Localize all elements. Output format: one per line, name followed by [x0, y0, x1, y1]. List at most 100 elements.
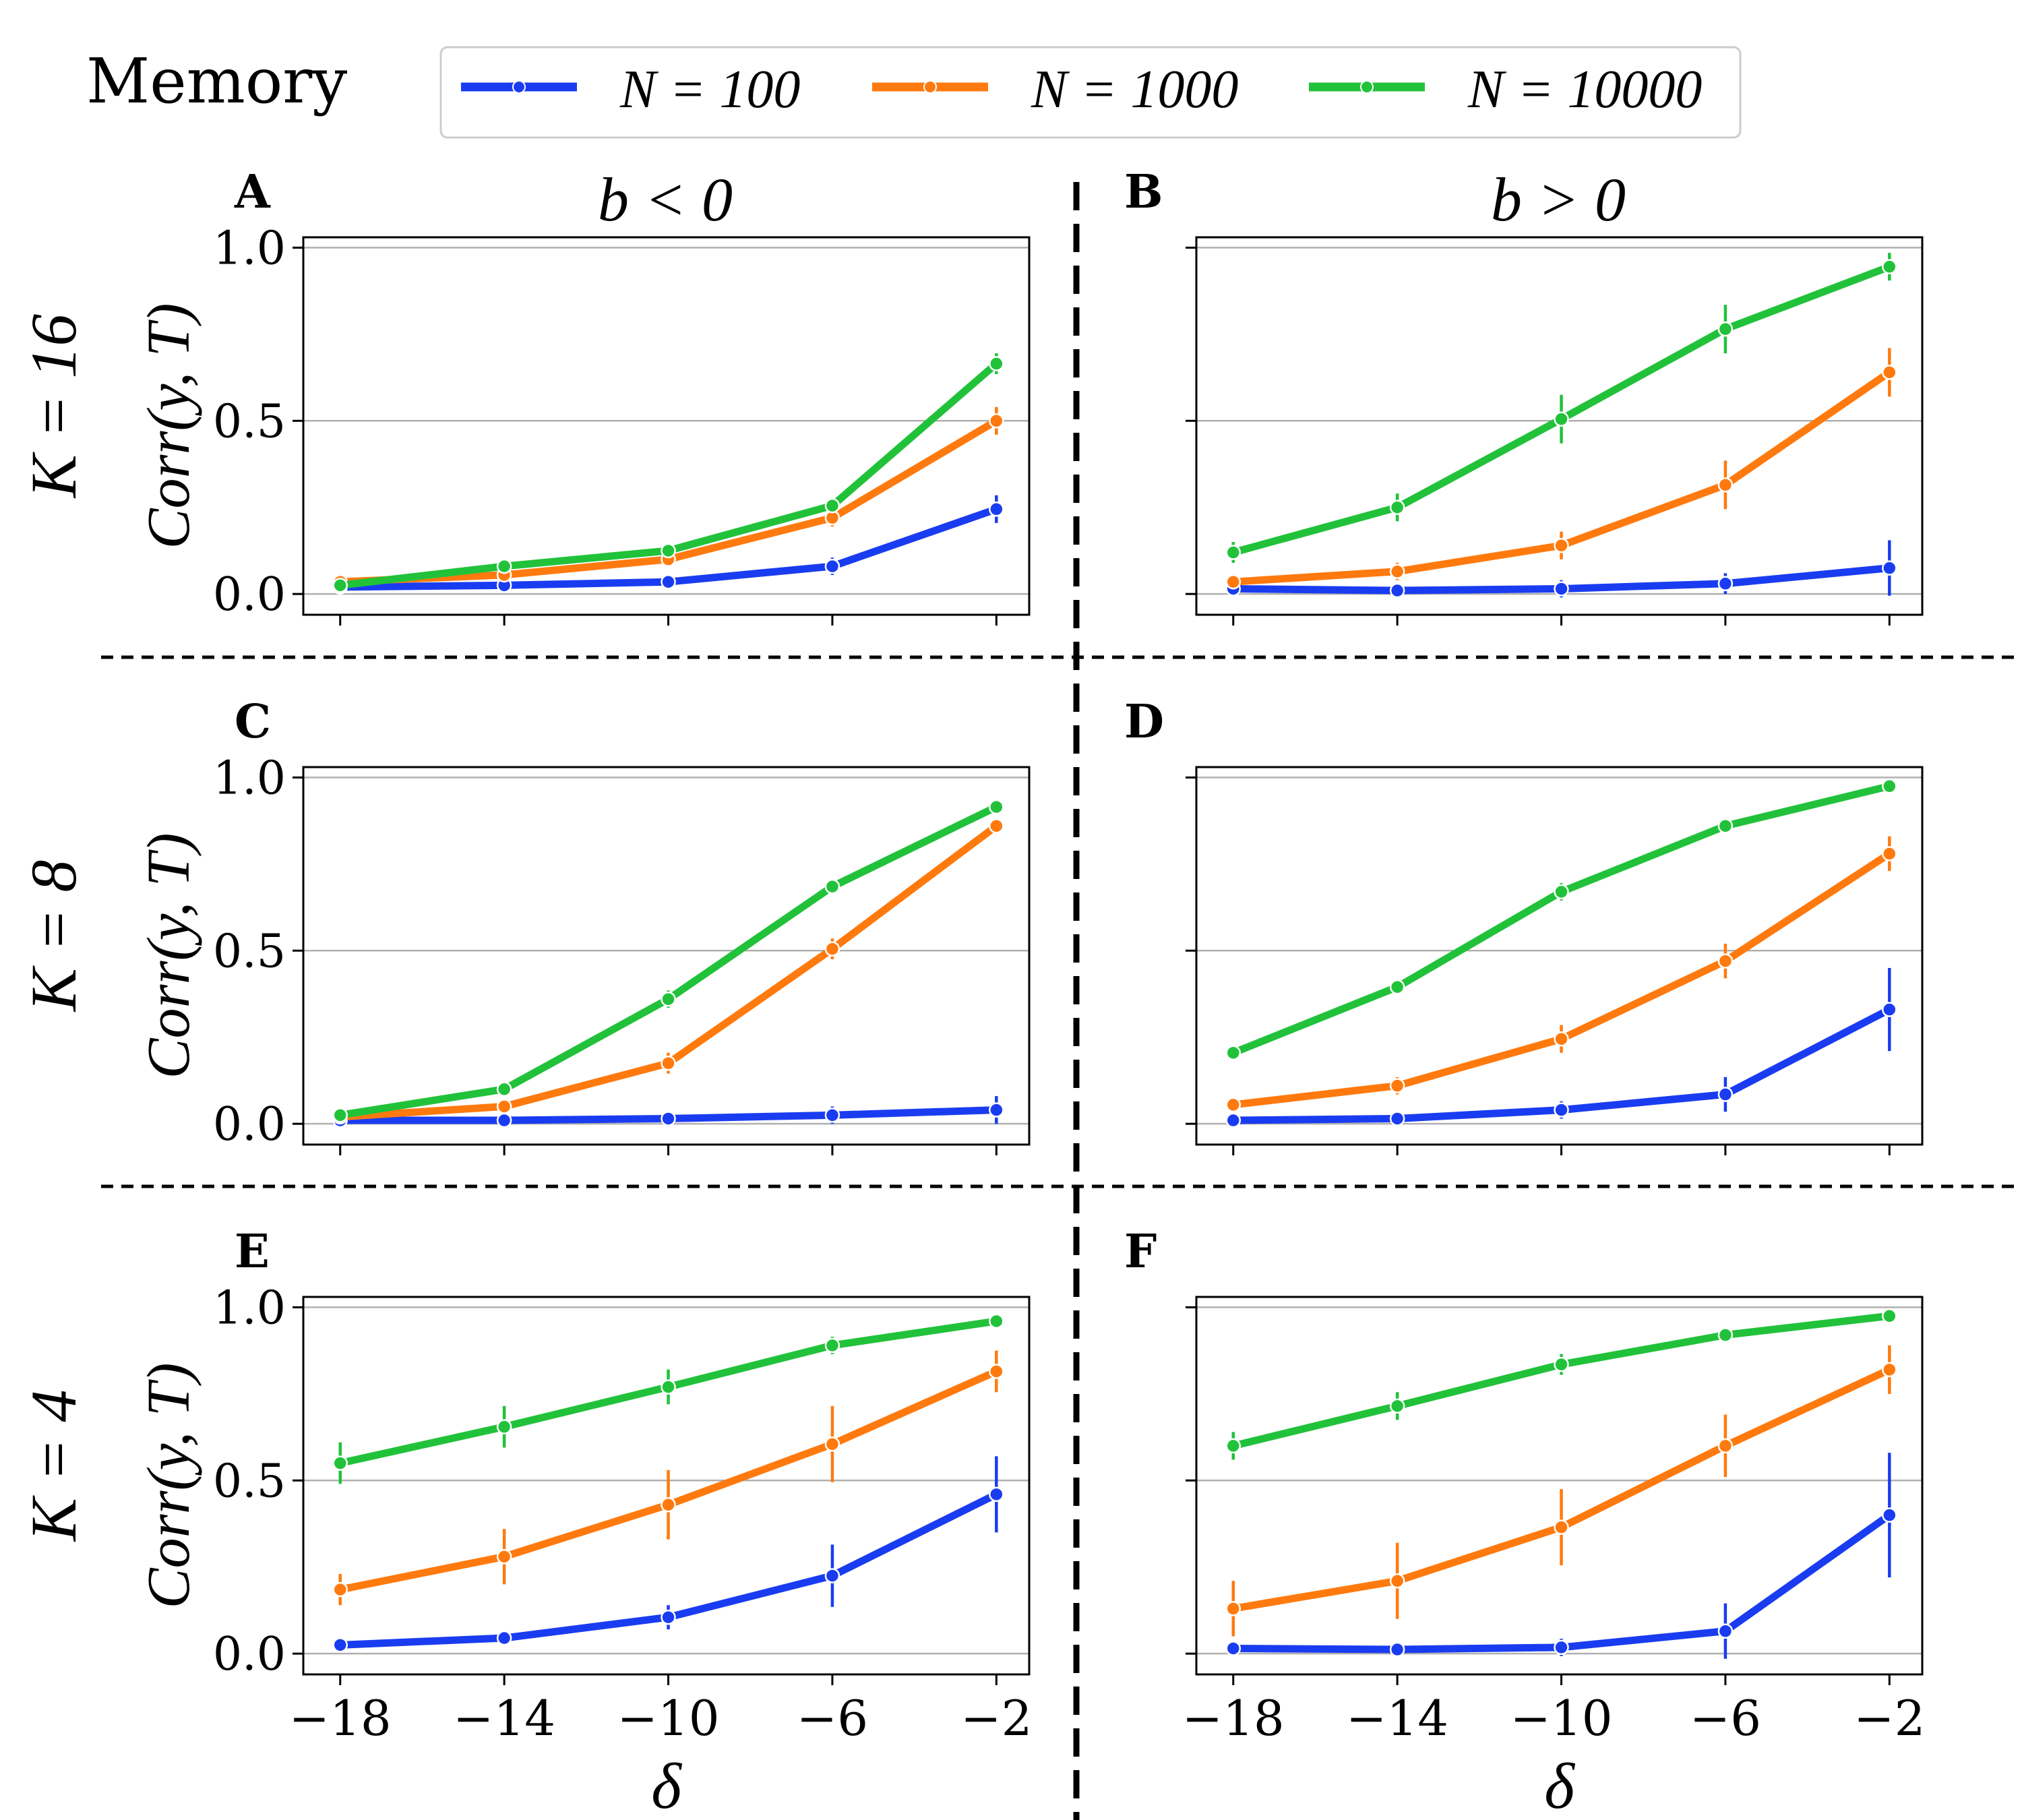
data-point	[496, 1099, 512, 1114]
data-point	[824, 497, 840, 514]
data-point	[332, 1108, 348, 1123]
legend-frame	[439, 46, 1742, 139]
panel-letter: C	[235, 695, 271, 749]
data-point	[1882, 1507, 1897, 1523]
series-n1000	[1225, 836, 1897, 1113]
data-point	[1717, 1087, 1734, 1102]
axes-frame	[1195, 766, 1924, 1146]
panel-letter: B	[1124, 165, 1163, 219]
y-tick-label: 0.5	[213, 925, 286, 978]
data-point	[1389, 1398, 1405, 1414]
data-point	[1389, 1111, 1405, 1126]
series-n1000	[332, 818, 1004, 1125]
data-point	[332, 1581, 348, 1598]
data-point	[1882, 560, 1897, 576]
axes-frame	[302, 766, 1031, 1146]
legend-marker	[512, 80, 526, 94]
y-tick-label: 0.0	[213, 1628, 286, 1681]
data-point	[989, 799, 1004, 815]
legend-label: N = 1000	[1031, 60, 1238, 119]
data-point	[496, 558, 512, 574]
data-point	[1554, 1356, 1569, 1372]
y-tick-label: 0.0	[213, 568, 286, 621]
data-point	[1882, 1308, 1897, 1324]
axes-frame	[302, 236, 1031, 616]
data-point	[661, 1609, 676, 1625]
legend-entry-n10000: N = 10000	[1309, 60, 1702, 119]
data-point	[1389, 564, 1405, 580]
data-point	[1717, 1327, 1734, 1343]
x-tick-label: −18	[289, 1690, 392, 1747]
data-point	[1717, 477, 1734, 493]
data-point	[824, 1436, 840, 1452]
data-point	[1225, 545, 1242, 560]
series-n1000	[1225, 348, 1897, 590]
column-title-right: b > 0	[1491, 165, 1626, 234]
data-point	[496, 1630, 512, 1646]
data-point	[1554, 1519, 1569, 1535]
data-point	[1389, 582, 1405, 599]
x-tick-label: −10	[1510, 1690, 1613, 1747]
legend-entry-n100: N = 100	[461, 60, 800, 119]
y-tick-label: 1.0	[213, 222, 286, 275]
panel-letter: A	[234, 165, 271, 219]
series-n10000	[1225, 779, 1897, 1061]
data-point	[1554, 537, 1569, 553]
series-n1000	[1225, 1345, 1897, 1637]
y-tick-label: 0.5	[213, 395, 286, 448]
data-point	[1717, 321, 1734, 337]
panel-letter: F	[1124, 1225, 1157, 1279]
data-point	[496, 1419, 512, 1434]
data-point	[661, 1111, 676, 1126]
data-point	[1882, 365, 1897, 380]
data-point	[661, 1056, 676, 1071]
data-point	[1882, 259, 1897, 274]
data-point	[824, 1337, 840, 1354]
panel-letter: D	[1124, 695, 1164, 749]
data-point	[1554, 411, 1569, 427]
row-title-k16: K = 16	[18, 314, 90, 499]
data-point	[661, 574, 676, 590]
data-point	[661, 543, 676, 559]
data-point	[1554, 581, 1569, 597]
figure-title: Memory	[86, 45, 347, 117]
data-point	[1554, 1102, 1569, 1118]
data-point	[496, 1549, 512, 1565]
x-tick-label: −6	[797, 1690, 868, 1747]
panel-B: B	[1124, 165, 1924, 626]
data-point	[989, 356, 1004, 371]
data-point	[1389, 1573, 1405, 1589]
x-tick-label: −2	[1854, 1690, 1925, 1747]
x-axis-label: δ	[1544, 1750, 1575, 1820]
legend-label: N = 10000	[1467, 60, 1702, 119]
data-point	[989, 1102, 1004, 1118]
series-n10000	[332, 353, 1004, 593]
y-tick-label: 1.0	[213, 752, 286, 805]
data-point	[824, 941, 840, 957]
data-point	[1882, 1362, 1897, 1378]
panel-letter: E	[235, 1225, 270, 1279]
data-point	[1717, 576, 1734, 592]
y-tick-label: 1.0	[213, 1281, 286, 1335]
data-point	[1882, 1002, 1897, 1017]
data-point	[1554, 884, 1569, 900]
data-point	[1389, 979, 1405, 995]
data-point	[824, 1568, 840, 1583]
y-axis-label: Corr(y, T)	[135, 303, 202, 549]
y-axis-label: Corr(y, T)	[135, 832, 202, 1079]
data-point	[1225, 1438, 1242, 1454]
series-n10000	[332, 799, 1004, 1123]
data-point	[1882, 779, 1897, 794]
series-n10000	[332, 1313, 1004, 1484]
y-axis-label: Corr(y, T)	[135, 1362, 202, 1608]
series-n1000	[332, 406, 1004, 590]
series-line	[1229, 1312, 1893, 1450]
data-point	[989, 1313, 1004, 1329]
data-point	[989, 502, 1004, 517]
y-tick-label: 0.5	[213, 1455, 286, 1508]
data-point	[1225, 1601, 1242, 1616]
data-point	[1717, 953, 1734, 969]
series-n10000	[1225, 1308, 1897, 1460]
legend-entry-n1000: N = 1000	[872, 60, 1238, 119]
